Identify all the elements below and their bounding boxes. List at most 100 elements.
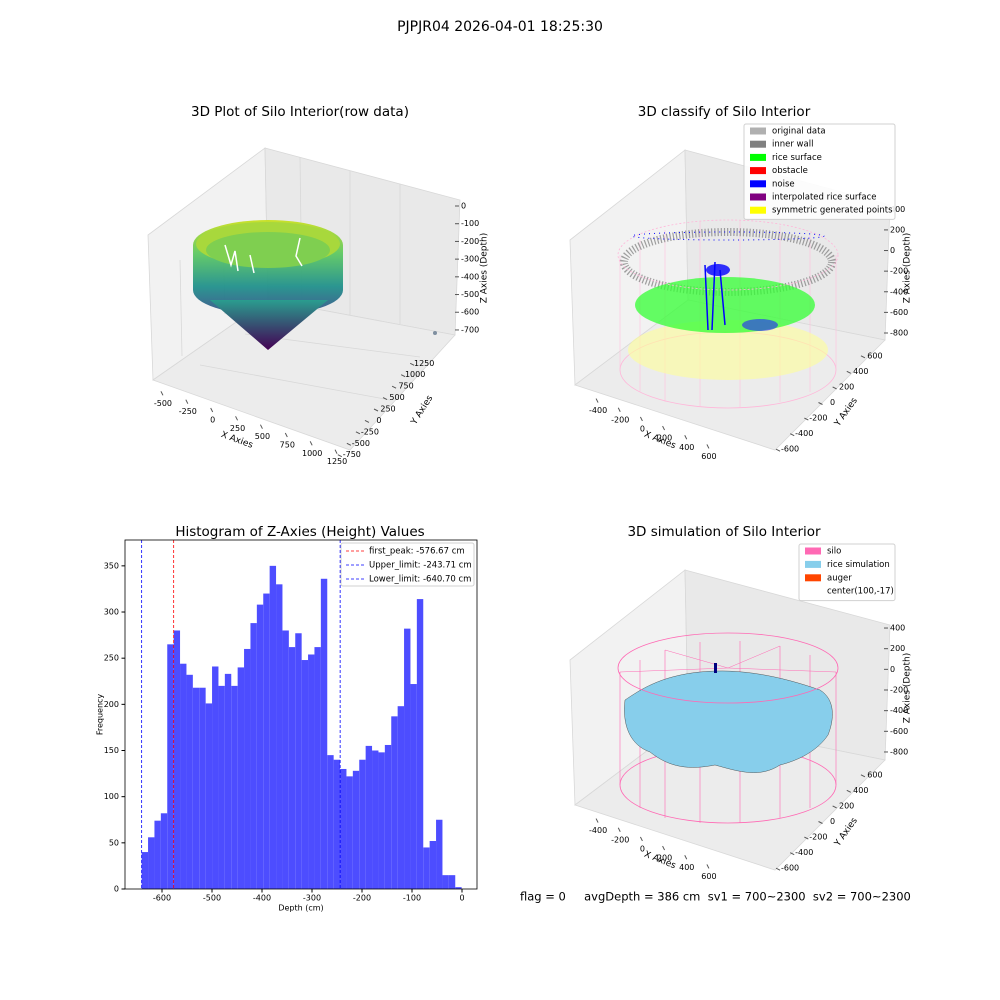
y-tick-label: 0 [114, 885, 119, 894]
x-tick-label: -250 [179, 407, 197, 416]
legend-patch [750, 180, 766, 188]
y-tick-label: 200 [104, 700, 119, 709]
y-tick-label: 50 [109, 838, 119, 847]
x-tick-label: 400 [679, 443, 694, 452]
legend-patch [805, 547, 821, 555]
x-tick-label: 1250 [327, 457, 347, 466]
y-tick-label: 250 [380, 405, 395, 414]
y-tick-label: -200 [809, 414, 827, 423]
x-tick [309, 441, 313, 446]
bar [231, 685, 238, 889]
z-tick-label: -200 [461, 237, 479, 246]
x-tick-label: 500 [255, 432, 270, 441]
y-axis-label: Frequency [96, 694, 105, 736]
bar [320, 578, 328, 889]
y-tick-label: 200 [839, 382, 854, 391]
y-tick [832, 805, 837, 809]
z-tick-label: -600 [461, 308, 479, 317]
x-tick-label: 600 [701, 452, 716, 461]
y-tick-label: -400 [795, 848, 813, 857]
x-tick-label: -500 [203, 894, 221, 903]
bar [391, 716, 398, 889]
z-tick-label: -800 [890, 328, 908, 337]
chart-title: 3D simulation of Silo Interior [627, 524, 821, 540]
z-axis-label: Z Axies (Depth) [903, 233, 913, 304]
bar [384, 744, 392, 889]
x-tick [210, 407, 214, 413]
bar [314, 647, 321, 889]
x-tick [684, 435, 688, 440]
y-tick-label: 500 [389, 393, 404, 402]
y-tick [775, 867, 781, 871]
legend-box [743, 123, 896, 220]
legend-label: obstacle [772, 166, 808, 176]
z-tick-label: -300 [461, 255, 479, 264]
x-axis-label: Depth (cm) [278, 904, 323, 913]
y-tick [373, 408, 379, 412]
z-tick-label: -500 [461, 290, 479, 299]
x-tick [595, 398, 599, 403]
y-tick [355, 431, 361, 435]
legend-patch [750, 153, 766, 161]
plot-frame [124, 539, 478, 890]
y-tick-label: 750 [398, 382, 413, 391]
bar [186, 674, 193, 889]
bar [148, 837, 155, 889]
legend-label: noise [772, 179, 795, 189]
legend-label: first_peak: -576.67 cm [369, 547, 465, 557]
bar [180, 663, 187, 889]
x-tick [684, 855, 688, 860]
y-tick-label: 400 [853, 367, 868, 376]
y-tick-label: 250 [104, 654, 119, 663]
x-tick-label: -100 [403, 894, 421, 903]
x-tick-label: 400 [679, 863, 694, 872]
x-tick-label: 750 [280, 441, 295, 450]
legend-patch [750, 206, 766, 214]
y-tick-label: -400 [795, 429, 813, 438]
x-tick-label: -600 [153, 894, 171, 903]
bar [237, 667, 245, 889]
bar [288, 647, 296, 889]
x-tick [706, 864, 710, 869]
y-tick [846, 370, 852, 374]
bar [448, 875, 456, 889]
x-tick [185, 399, 189, 404]
y-tick [775, 448, 781, 452]
y-tick-label: 600 [867, 351, 882, 360]
x-tick-label: 250 [230, 424, 245, 433]
chart-title: 3D Plot of Silo Interior(row data) [191, 104, 409, 120]
x-tick-label: -400 [589, 826, 607, 835]
bar [205, 703, 213, 889]
y-tick [391, 385, 397, 389]
legend-label: symmetric generated points [772, 206, 893, 216]
x-tick-label: 200 [657, 434, 672, 443]
bar [173, 630, 181, 889]
bar [224, 673, 232, 889]
y-tick [346, 442, 352, 446]
y-tick [804, 836, 809, 840]
bar [263, 593, 270, 889]
legend-patch [750, 193, 766, 201]
z-tick-label: -400 [890, 706, 908, 715]
y-tick [364, 419, 370, 423]
z-tick-label: 0 [461, 202, 466, 211]
bar [352, 770, 360, 889]
y-tick [789, 433, 795, 437]
bar [199, 687, 206, 889]
bar [372, 750, 379, 889]
x-tick [617, 827, 621, 832]
x-tick-label: 600 [701, 872, 716, 881]
bar [410, 684, 417, 889]
y-tick [789, 852, 795, 856]
bar [295, 633, 302, 889]
y-tick-label: -600 [781, 445, 799, 454]
x-tick-label: 200 [657, 854, 672, 863]
y-tick-label: 0 [376, 416, 381, 425]
suptitle: PJPJR04 2026-04-01 18:25:30 [397, 19, 603, 35]
bar [269, 565, 277, 889]
legend-label: Upper_limit: -243.71 cm [369, 561, 472, 571]
y-tick-label: 0 [830, 817, 835, 826]
bar [327, 755, 334, 889]
x-tick-label: 0 [210, 416, 215, 425]
x-tick [662, 425, 666, 431]
